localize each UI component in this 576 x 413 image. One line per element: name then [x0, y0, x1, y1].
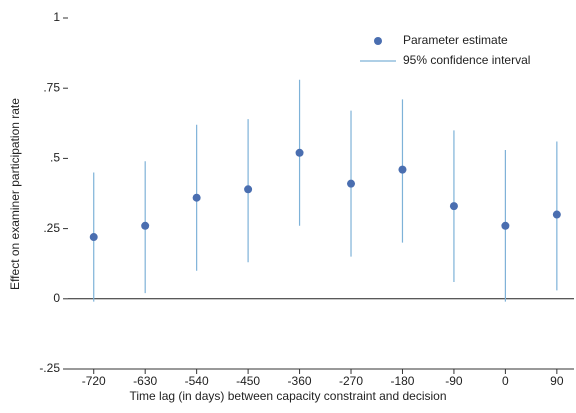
y-tick-label: -.25 — [39, 361, 60, 375]
x-tick-label: -540 — [185, 374, 209, 388]
y-tick-label: .5 — [50, 151, 60, 165]
x-tick-label: 0 — [502, 374, 509, 388]
x-tick-label: -270 — [339, 374, 363, 388]
estimate-point — [295, 148, 304, 157]
x-tick-label: 90 — [550, 374, 564, 388]
y-tick-label: .75 — [43, 80, 60, 94]
y-tick-label: 1 — [53, 10, 60, 24]
x-axis-label: Time lag (in days) between capacity cons… — [129, 389, 446, 403]
x-tick-label: -720 — [82, 374, 106, 388]
legend-label: Parameter estimate — [403, 33, 508, 47]
estimate-point — [501, 221, 510, 230]
estimate-point — [347, 179, 356, 188]
estimate-point — [244, 185, 253, 194]
estimate-point — [141, 221, 150, 230]
x-tick-label: -180 — [390, 374, 414, 388]
estimate-point — [552, 210, 561, 219]
x-tick-label: -630 — [133, 374, 157, 388]
legend-marker — [374, 37, 382, 45]
y-tick-label: 0 — [53, 291, 60, 305]
x-tick-label: -450 — [236, 374, 260, 388]
legend-label: 95% confidence interval — [403, 53, 530, 67]
x-tick-label: -90 — [445, 374, 463, 388]
estimate-point — [89, 233, 98, 242]
estimate-point — [398, 165, 407, 174]
y-tick-label: .25 — [43, 221, 60, 235]
estimate-point — [449, 202, 458, 211]
estimate-point — [192, 193, 201, 202]
y-axis-label: Effect on examiner participation rate — [8, 98, 22, 290]
x-tick-label: -360 — [288, 374, 312, 388]
